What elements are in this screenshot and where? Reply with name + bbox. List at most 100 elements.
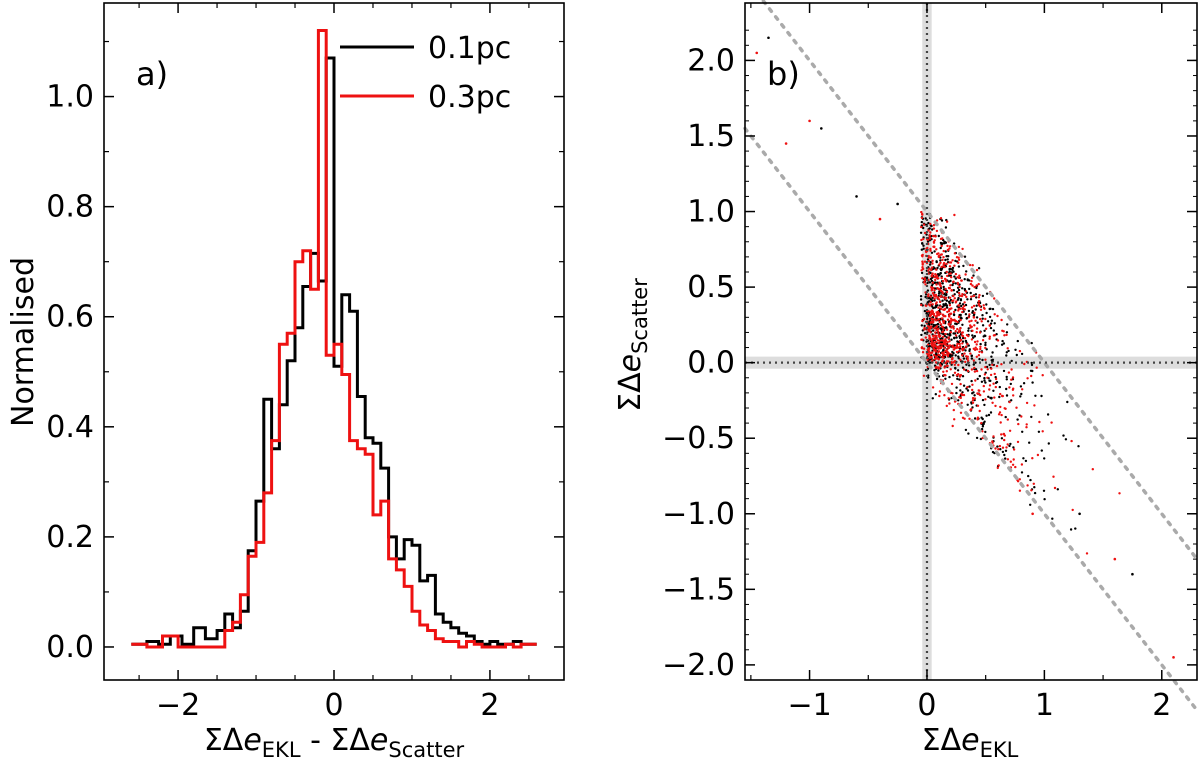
scatter-point-0.3pc: [992, 435, 995, 438]
scatter-point-0.3pc: [942, 335, 945, 338]
scatter-point-0.1pc: [981, 294, 985, 298]
scatter-point-0.3pc: [939, 342, 942, 346]
legend: 0.1pc 0.3pc: [340, 31, 511, 115]
scatter-point-0.3pc: [961, 306, 965, 310]
scatter-point-0.3pc: [945, 344, 949, 347]
scatter-point-0.1pc: [957, 296, 960, 300]
scatter-point-0.3pc: [935, 268, 938, 271]
scatter-point-0.3pc: [1011, 388, 1015, 391]
scatter-point-0.1pc: [992, 329, 995, 332]
y-tick-label-b: 2.0: [687, 43, 735, 78]
scatter-point-0.3pc: [941, 258, 944, 262]
scatter-point-0.1pc: [948, 375, 951, 379]
scatter-point-0.3pc: [945, 328, 949, 331]
scatter-point-0.3pc: [996, 339, 1000, 342]
scatter-point-0.1pc: [945, 336, 948, 339]
scatter-point-0.3pc: [970, 276, 974, 279]
scatter-point-0.3pc: [988, 337, 991, 340]
scatter-point-0.3pc: [921, 212, 924, 216]
scatter-point-0.3pc: [938, 390, 942, 393]
y-tick-label-a: 0.0: [46, 630, 94, 665]
scatter-point-0.1pc: [983, 379, 986, 382]
scatter-point-0.1pc: [1031, 381, 1034, 384]
scatter-outlier-point: [767, 36, 770, 40]
scatter-point-0.3pc: [969, 324, 972, 327]
scatter-point-0.3pc: [988, 388, 991, 391]
scatter-outlier-point: [855, 195, 858, 198]
scatter-point-0.3pc: [931, 272, 934, 275]
scatter-point-0.3pc: [998, 444, 1002, 448]
scatter-point-0.3pc: [951, 361, 955, 364]
scatter-point-0.1pc: [991, 351, 994, 354]
scatter-point-0.3pc: [1033, 404, 1036, 407]
scatter-point-0.3pc: [920, 210, 923, 214]
scatter-point-0.3pc: [961, 354, 964, 357]
scatter-point-0.3pc: [1070, 439, 1073, 443]
scatter-point-0.1pc: [967, 329, 970, 332]
scatter-point-0.3pc: [971, 399, 975, 402]
scatter-point-0.3pc: [958, 345, 961, 349]
scatter-point-0.1pc: [956, 377, 959, 381]
scatter-point-0.3pc: [983, 373, 987, 376]
scatter-point-0.1pc: [1028, 441, 1031, 444]
scatter-point-0.3pc: [952, 280, 955, 284]
scatter-point-0.3pc: [944, 339, 948, 343]
scatter-point-0.1pc: [951, 266, 955, 270]
scatter-point-0.3pc: [921, 277, 924, 280]
scatter-point-0.1pc: [995, 345, 998, 348]
scatter-point-0.1pc: [956, 290, 959, 294]
scatter-point-0.3pc: [943, 366, 946, 369]
scatter-point-0.1pc: [964, 313, 968, 316]
scatter-point-0.3pc: [999, 405, 1002, 409]
scatter-point-0.1pc: [1018, 414, 1021, 417]
scatter-point-0.3pc: [963, 308, 966, 311]
scatter-point-0.1pc: [954, 322, 957, 325]
scatter-point-0.3pc: [992, 334, 996, 337]
scatter-point-0.1pc: [950, 338, 953, 341]
scatter-point-0.3pc: [938, 263, 941, 266]
scatter-point-0.3pc: [962, 347, 966, 350]
scatter-point-0.3pc: [942, 353, 945, 356]
scatter-points: [755, 36, 1175, 659]
scatter-point-0.3pc: [946, 310, 949, 314]
scatter-point-0.3pc: [975, 327, 979, 330]
scatter-outlier-point: [972, 316, 976, 319]
scatter-point-0.3pc: [946, 350, 949, 353]
scatter-point-0.1pc: [983, 334, 986, 337]
scatter-point-0.3pc: [975, 355, 978, 358]
scatter-point-0.1pc: [1033, 491, 1037, 495]
scatter-point-0.3pc: [1025, 423, 1028, 426]
scatter-point-0.1pc: [966, 298, 969, 301]
scatter-point-0.3pc: [958, 285, 961, 289]
scatter-point-0.3pc: [947, 344, 951, 347]
scatter-point-0.3pc: [934, 273, 937, 276]
scatter-point-0.1pc: [1077, 445, 1080, 448]
scatter-point-0.1pc: [968, 349, 971, 353]
scatter-point-0.1pc: [957, 265, 961, 268]
scatter-point-0.3pc: [927, 293, 930, 296]
scatter-point-0.3pc: [1025, 401, 1029, 405]
scatter-point-0.3pc: [999, 392, 1002, 396]
scatter-point-0.3pc: [1053, 486, 1057, 490]
scatter-point-0.3pc: [964, 273, 967, 276]
scatter-point-0.3pc: [954, 334, 958, 337]
scatter-point-0.3pc: [978, 331, 982, 334]
scatter-point-0.3pc: [933, 245, 936, 249]
scatter-point-0.3pc: [969, 282, 973, 286]
scatter-point-0.1pc: [1034, 394, 1037, 397]
scatter-point-0.1pc: [998, 385, 1001, 389]
scatter-point-0.1pc: [988, 315, 992, 319]
scatter-point-0.1pc: [936, 281, 939, 284]
scatter-point-0.3pc: [923, 277, 927, 280]
scatter-point-0.1pc: [1005, 378, 1008, 381]
scatter-point-0.3pc: [935, 337, 938, 340]
scatter-point-0.3pc: [926, 358, 929, 361]
scatter-point-0.3pc: [934, 366, 937, 369]
scatter-point-0.3pc: [948, 247, 951, 250]
scatter-point-0.1pc: [1005, 394, 1009, 397]
scatter-point-0.1pc: [931, 397, 934, 400]
scatter-point-0.1pc: [994, 381, 998, 385]
scatter-point-0.1pc: [920, 333, 923, 337]
scatter-point-0.3pc: [971, 329, 974, 332]
scatter-point-0.3pc: [1003, 438, 1006, 442]
